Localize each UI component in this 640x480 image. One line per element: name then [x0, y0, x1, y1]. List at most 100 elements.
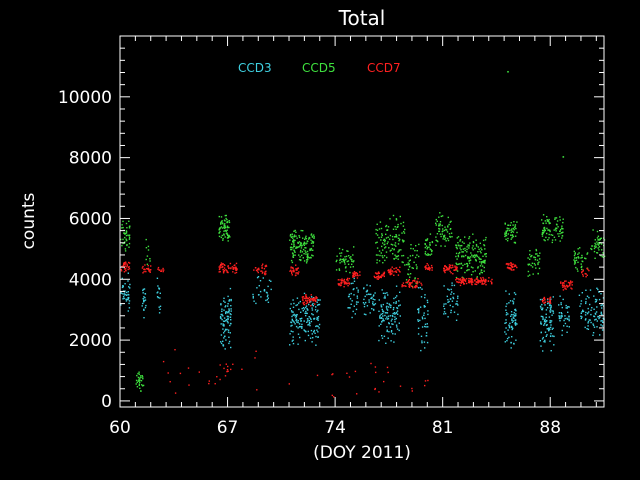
data-point-ccd7-c3-21 — [233, 267, 235, 269]
outlier-point-0 — [507, 70, 509, 73]
data-point-ccd5-c4-6 — [300, 247, 303, 249]
data-point-ccd7-c18-4 — [581, 271, 583, 274]
data-point-ccd7-c8-17 — [354, 274, 357, 276]
data-point-ccd3-c14-49 — [596, 287, 598, 289]
data-point-ccd3-c12-60 — [542, 307, 544, 309]
data-point-ccd5-c13-78 — [551, 241, 553, 244]
data-point-ccd3-c8-50 — [388, 306, 390, 308]
data-point-ccd3-c10-3 — [444, 312, 447, 315]
data-point-ccd7-c21-15 — [424, 380, 427, 382]
data-point-ccd7-c3-35 — [234, 267, 237, 270]
data-point-ccd7-c14-88 — [462, 281, 464, 283]
data-point-ccd7-c14-19 — [480, 278, 483, 280]
data-point-ccd5-c10-121 — [462, 248, 465, 250]
data-point-ccd3-c4-22 — [258, 285, 260, 287]
data-point-ccd7-c4-18 — [265, 265, 268, 267]
data-point-ccd3-c14-1 — [584, 326, 586, 329]
data-point-ccd5-c14-31 — [580, 263, 582, 265]
data-point-ccd7-c17-30 — [571, 281, 574, 283]
data-point-ccd3-c0-37 — [127, 297, 129, 299]
data-point-ccd7-c4-27 — [257, 267, 260, 270]
data-point-ccd5-c10-86 — [474, 247, 476, 250]
data-point-ccd5-c14-10 — [577, 253, 579, 255]
data-point-ccd5-c8-28 — [426, 246, 429, 249]
data-point-ccd7-c16-19 — [542, 301, 544, 303]
data-point-ccd5-c10-118 — [455, 262, 457, 264]
data-point-ccd3-c10-16 — [443, 308, 446, 310]
data-point-ccd7-c6-9 — [303, 303, 305, 306]
data-point-ccd5-c15-29 — [597, 235, 600, 237]
data-point-ccd7-c10-28 — [396, 269, 399, 271]
data-point-ccd3-c5-116 — [312, 314, 314, 316]
data-point-ccd5-c4-24 — [305, 251, 307, 254]
data-point-ccd3-c11-60 — [505, 305, 507, 308]
data-point-ccd3-c8-86 — [390, 304, 392, 307]
data-point-ccd3-c6-29 — [353, 277, 355, 280]
data-point-ccd5-c3-40 — [223, 230, 225, 232]
data-point-ccd5-c13-65 — [548, 237, 550, 239]
data-point-ccd5-c11-14 — [511, 234, 513, 237]
data-point-ccd5-c3-42 — [227, 236, 229, 239]
data-point-ccd3-c5-25 — [316, 311, 318, 313]
data-point-ccd3-c12-67 — [540, 321, 542, 323]
data-point-ccd5-c6-18 — [383, 238, 385, 241]
data-point-ccd7-c14-84 — [479, 281, 481, 283]
data-point-ccd5-c4-136 — [292, 240, 294, 242]
data-point-ccd7-c10-27 — [392, 271, 394, 273]
data-point-ccd3-c13-9 — [559, 295, 561, 297]
data-point-ccd3-c8-22 — [394, 313, 396, 315]
data-point-ccd3-c11-54 — [513, 312, 515, 314]
data-point-ccd3-c12-19 — [548, 329, 550, 332]
data-point-ccd7-c14-69 — [469, 282, 471, 284]
data-point-ccd3-c5-17 — [291, 319, 294, 322]
data-point-ccd5-c3-37 — [223, 224, 225, 226]
data-point-ccd5-c10-128 — [472, 233, 474, 235]
data-point-ccd5-c6-44 — [379, 254, 381, 257]
data-point-ccd7-c14-96 — [479, 280, 481, 283]
data-point-ccd7-c0-28 — [126, 266, 128, 268]
data-point-ccd7-c14-114 — [482, 279, 485, 282]
data-point-ccd7-c7-35 — [339, 284, 342, 287]
data-point-ccd3-c14-25 — [580, 303, 582, 305]
data-point-ccd7-c5-1 — [296, 269, 298, 271]
data-point-ccd5-c10-154 — [467, 264, 469, 267]
data-point-ccd7-c9-16 — [376, 278, 378, 280]
data-point-ccd5-c6-72 — [387, 226, 390, 228]
data-point-ccd3-c12-47 — [552, 296, 554, 298]
data-point-ccd5-c6-69 — [376, 262, 378, 264]
data-point-ccd5-c9-15 — [447, 225, 449, 227]
data-point-ccd7-c5-3 — [295, 272, 297, 274]
data-point-ccd7-c5-8 — [291, 274, 293, 276]
data-point-ccd3-c4-14 — [267, 294, 269, 296]
data-point-ccd7-c20-11 — [219, 378, 221, 381]
data-point-ccd5-c10-135 — [461, 244, 463, 247]
data-point-ccd7-c15-4 — [511, 263, 513, 266]
data-point-ccd5-c6-70 — [403, 240, 405, 242]
data-point-ccd5-c10-4 — [479, 261, 481, 263]
scatter-points — [120, 70, 606, 398]
data-point-ccd5-c11-1 — [504, 235, 506, 238]
data-point-ccd7-c8-10 — [352, 275, 355, 278]
data-point-ccd3-c13-16 — [567, 306, 569, 308]
data-point-ccd3-c4-27 — [258, 294, 260, 296]
data-point-ccd5-c10-12 — [466, 251, 468, 253]
data-point-ccd5-c3-52 — [223, 219, 226, 221]
data-point-ccd7-c13-9 — [443, 269, 445, 271]
data-point-ccd3-c5-140 — [305, 306, 307, 309]
data-point-ccd5-c3-48 — [227, 234, 229, 237]
data-point-ccd3-c7-15 — [366, 305, 369, 307]
data-point-ccd5-c6-97 — [390, 243, 393, 246]
data-point-ccd5-c6-32 — [396, 255, 399, 258]
data-point-ccd7-c17-6 — [568, 282, 571, 284]
data-point-ccd7-c0-16 — [128, 262, 131, 264]
data-point-ccd5-c9-29 — [436, 220, 438, 222]
data-point-ccd7-c14-6 — [457, 281, 460, 284]
data-point-ccd5-c4-89 — [303, 253, 305, 255]
data-point-ccd3-c12-82 — [540, 331, 542, 333]
data-point-ccd7-c14-103 — [484, 279, 487, 281]
data-point-ccd5-c13-10 — [559, 219, 561, 221]
data-point-ccd5-c14-35 — [574, 262, 577, 264]
data-point-ccd5-c10-93 — [466, 269, 468, 272]
data-point-ccd3-c11-51 — [510, 311, 513, 313]
data-point-ccd5-c4-4 — [294, 247, 297, 249]
